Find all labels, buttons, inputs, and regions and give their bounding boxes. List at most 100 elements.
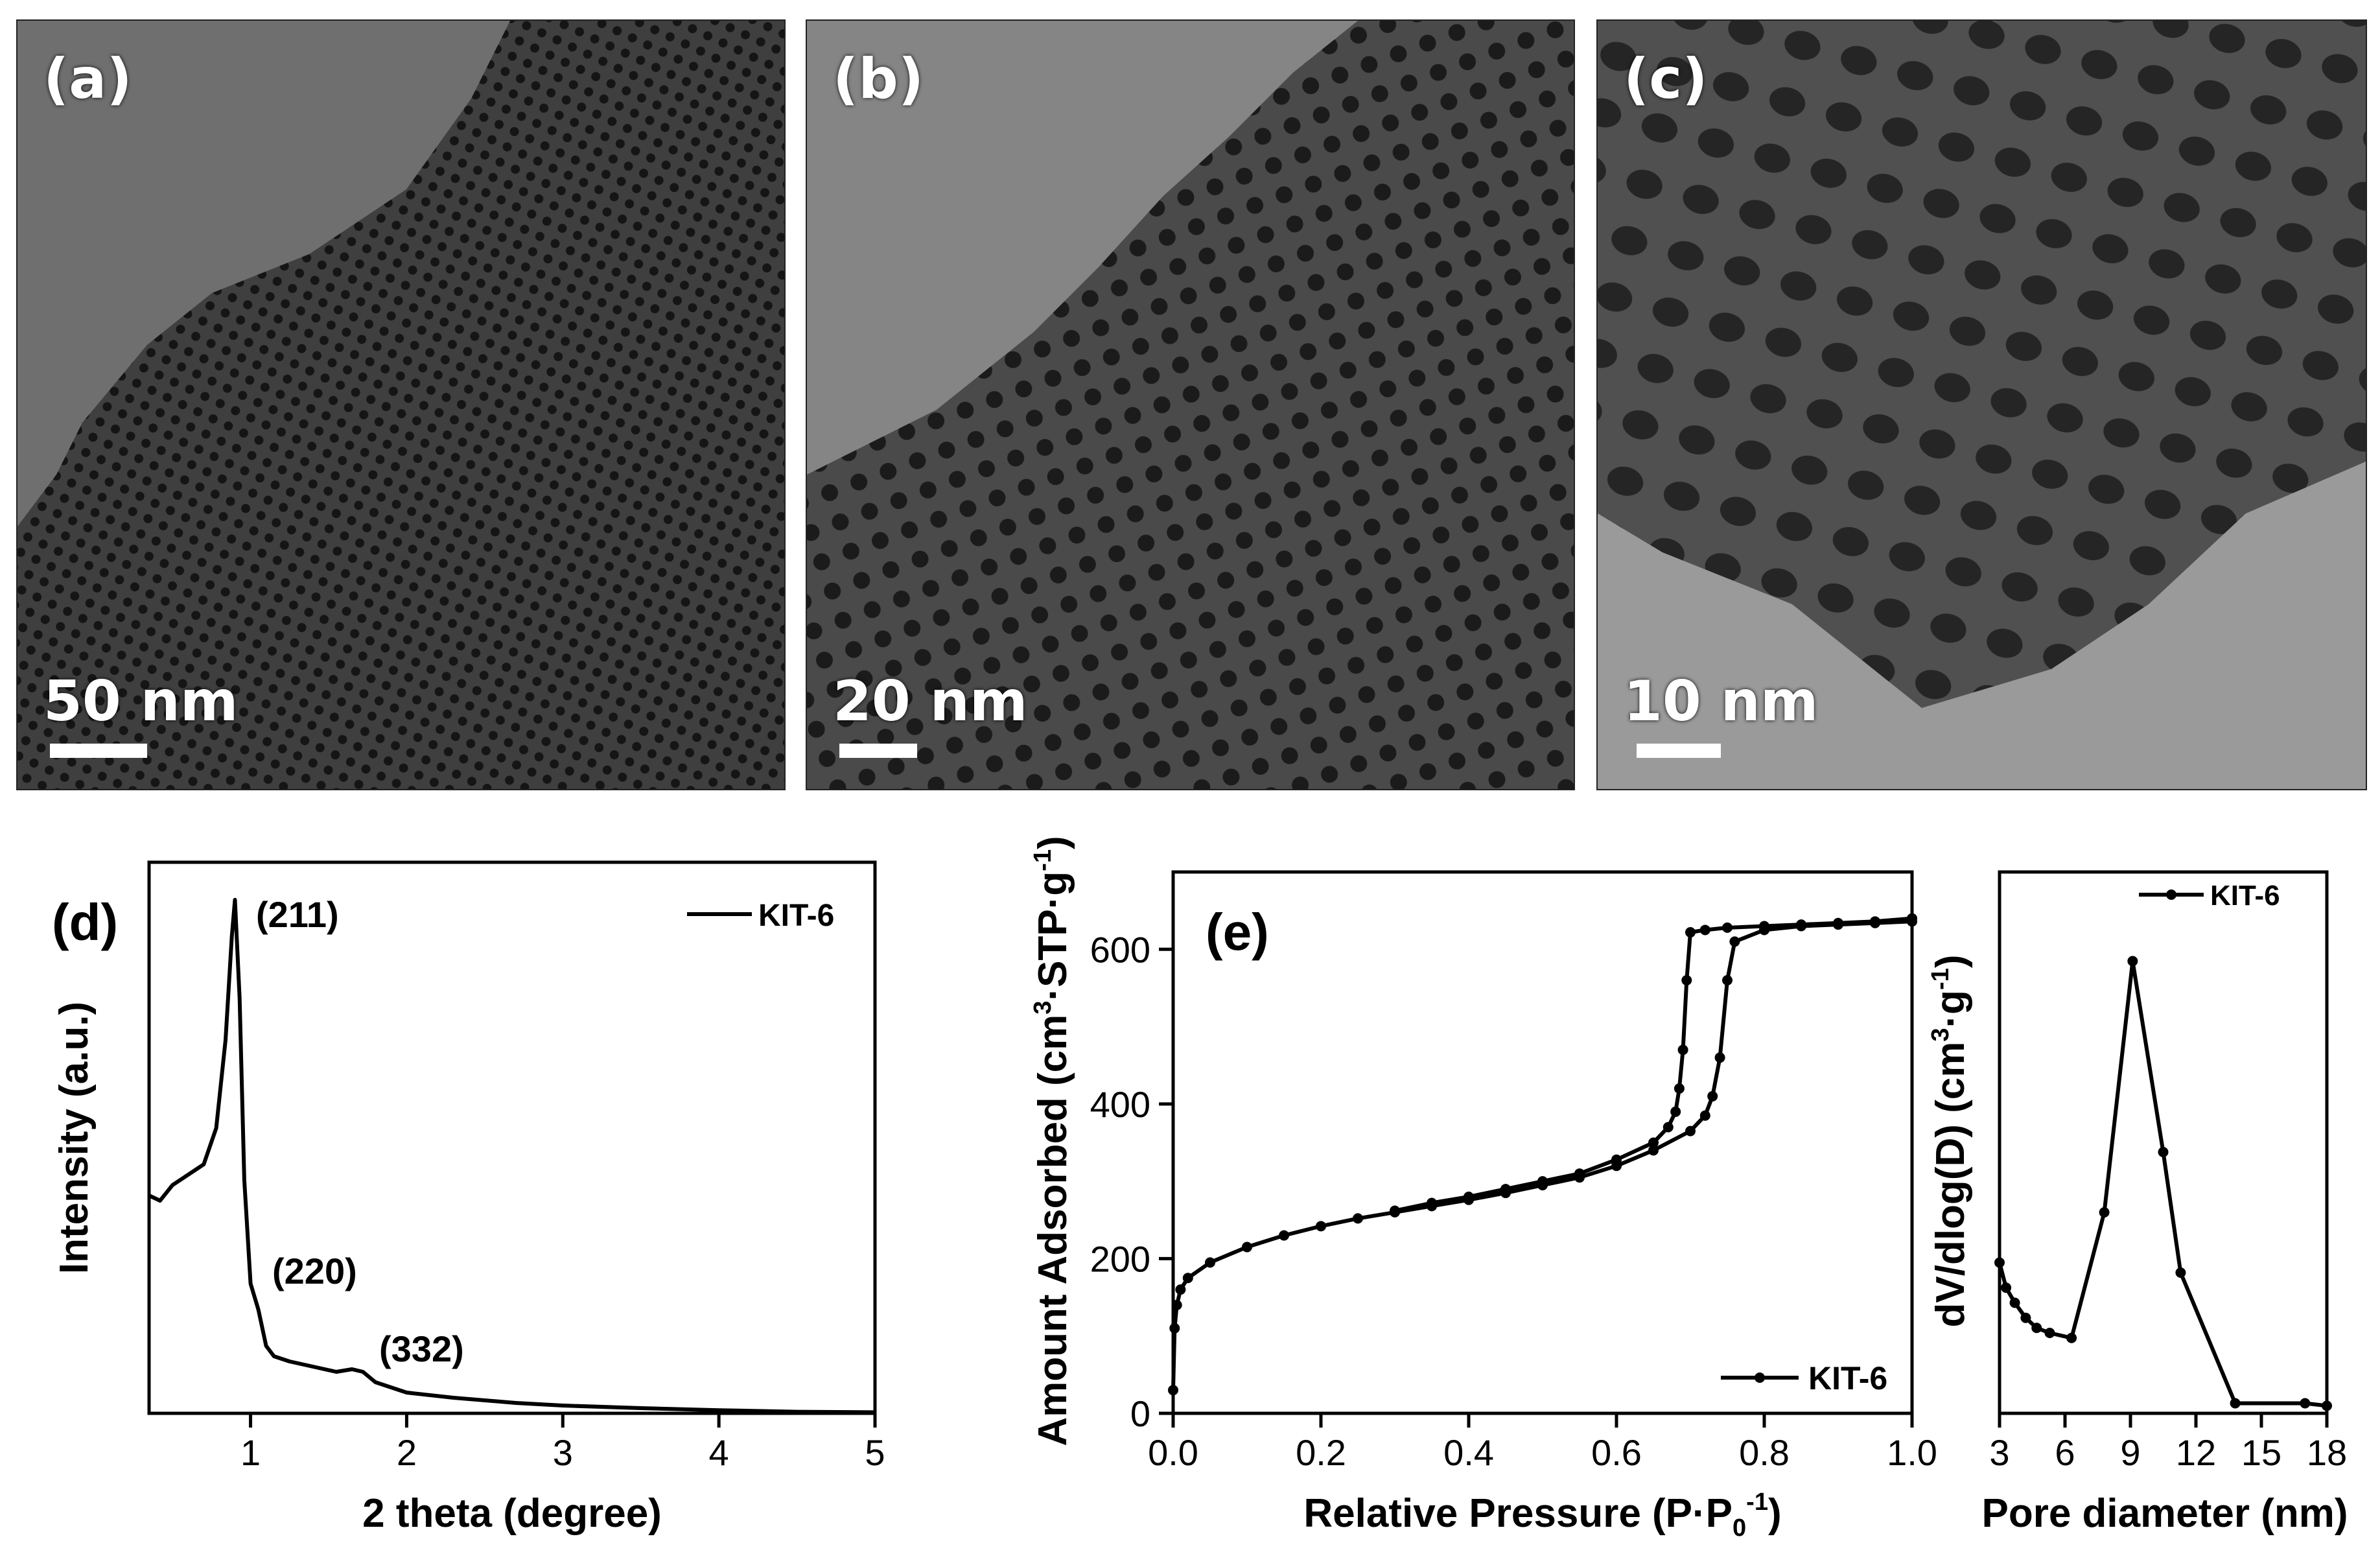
isotherm-point xyxy=(1714,1052,1725,1063)
psd-legend-label: KIT-6 xyxy=(2210,880,2280,912)
panel-label-c: (c) xyxy=(1624,47,1708,112)
panel-label-b: (b) xyxy=(833,47,924,112)
xrd-annotation-332: (332) xyxy=(379,1328,464,1369)
scale-text-b: 20 nm xyxy=(833,669,1028,734)
isotherm-point xyxy=(1677,1044,1688,1055)
isotherm-point xyxy=(1353,1213,1363,1224)
psd-point xyxy=(2175,1267,2186,1278)
psd-point xyxy=(2001,1282,2012,1293)
isotherm-point xyxy=(1662,1122,1674,1133)
xrd-x-axis-label: 2 theta (degree) xyxy=(362,1491,662,1536)
psd-y-axis-label-group: dV/dlog(D) (cm3·g-1) xyxy=(1927,955,1973,1328)
panel-label-e: (e) xyxy=(1206,903,1269,961)
isotherm-y-axis-label: Amount Adsorbed (cm3·STP·g-1) xyxy=(1029,836,1075,1446)
isotherm-point xyxy=(1205,1257,1215,1268)
isotherm-point xyxy=(1390,1205,1400,1216)
psd-point xyxy=(2300,1398,2311,1409)
isotherm-point xyxy=(1168,1385,1178,1396)
psd-xtick-label: 12 xyxy=(2176,1432,2216,1473)
isotherm-point xyxy=(1907,913,1917,924)
psd-xtick-label: 6 xyxy=(2055,1432,2075,1473)
isotherm-point xyxy=(1722,975,1732,985)
psd-point xyxy=(1994,1257,2005,1268)
isotherm-ytick-label: 0 xyxy=(1130,1393,1150,1434)
psd-point xyxy=(2322,1400,2332,1411)
isotherm-xtick-label: 1.0 xyxy=(1887,1432,1937,1473)
isotherm-point xyxy=(1182,1273,1193,1284)
isotherm-point xyxy=(1537,1176,1548,1187)
isotherm-point xyxy=(1685,1125,1696,1136)
scale-text-a: 50 nm xyxy=(43,669,239,734)
isotherm-point xyxy=(1175,1284,1186,1295)
psd-xtick-label: 15 xyxy=(2241,1432,2281,1473)
psd-point xyxy=(2066,1332,2077,1343)
isotherm-point xyxy=(1500,1184,1511,1195)
scale-bar-c xyxy=(1637,744,1721,758)
xrd-annotation-220: (220) xyxy=(272,1251,357,1291)
scale-bar-a xyxy=(50,744,147,758)
psd-point xyxy=(2230,1398,2241,1409)
psd-x-axis-label: Pore diameter (nm) xyxy=(1981,1491,2348,1536)
isotherm-point xyxy=(1574,1168,1585,1179)
xrd-xtick-label: 4 xyxy=(709,1432,729,1473)
isotherm-point xyxy=(1796,919,1806,930)
tem-panel-c: (c) 10 nm xyxy=(1596,19,2367,790)
tem-image-b xyxy=(807,21,1574,789)
xrd-xtick-label: 3 xyxy=(553,1432,573,1473)
tem-panel-b: (b) 20 nm xyxy=(806,19,1575,790)
isotherm-point xyxy=(1685,927,1696,938)
isotherm-point xyxy=(1699,924,1710,936)
psd-point xyxy=(2127,956,2138,967)
psd-y-axis-label: dV/dlog(D) (cm3·g-1) xyxy=(1927,955,1973,1328)
psd-point xyxy=(2009,1297,2020,1308)
isotherm-xtick-label: 0.2 xyxy=(1296,1432,1346,1473)
isotherm-point xyxy=(1648,1137,1659,1148)
psd-legend-marker xyxy=(2166,889,2176,900)
tem-image-c xyxy=(1598,21,2366,789)
isotherm-point xyxy=(1759,921,1769,932)
isotherm-point xyxy=(1316,1221,1326,1232)
isotherm-point xyxy=(1833,917,1843,928)
isotherm-point xyxy=(1674,1083,1685,1094)
psd-point xyxy=(2158,1147,2169,1157)
isotherm-xtick-label: 0.6 xyxy=(1591,1432,1642,1473)
xrd-legend-label: KIT-6 xyxy=(758,899,834,933)
panel-label-a: (a) xyxy=(43,47,132,112)
isotherm-ytick-label: 400 xyxy=(1090,1084,1150,1125)
psd-point xyxy=(2020,1312,2031,1323)
xrd-xtick-label: 2 xyxy=(397,1432,417,1473)
xrd-annotation-211: (211) xyxy=(256,894,339,935)
isotherm-point xyxy=(1681,975,1692,985)
psd-point xyxy=(2031,1323,2042,1334)
isotherm-adsorption-line xyxy=(1171,919,1913,1391)
xrd-xtick-label: 1 xyxy=(240,1432,261,1473)
isotherm-point xyxy=(1707,1090,1718,1101)
psd-point xyxy=(2044,1328,2055,1338)
isotherm-point xyxy=(1171,1300,1182,1310)
isotherm-point xyxy=(1279,1230,1289,1241)
isotherm-ytick-label: 600 xyxy=(1090,929,1150,970)
psd-xtick-label: 18 xyxy=(2307,1432,2347,1473)
psd-xtick-label: 9 xyxy=(2120,1432,2140,1473)
xrd-line-kit-6 xyxy=(148,898,876,1415)
isotherm-ytick-label: 200 xyxy=(1090,1238,1150,1279)
isotherm-point xyxy=(1648,1145,1659,1156)
psd-point xyxy=(2099,1207,2110,1218)
isotherm-frame xyxy=(1171,870,1914,1415)
isotherm-y-axis-label-group: Amount Adsorbed (cm3·STP·g-1) xyxy=(1029,836,1075,1446)
isotherm-x-axis-label: Relative Pressure (P·P0-1) xyxy=(1303,1489,1781,1542)
xrd-frame xyxy=(147,860,877,1415)
psd-xtick-label: 3 xyxy=(1989,1432,2009,1473)
xrd-y-axis-label: Intensity (a.u.) xyxy=(52,1002,97,1274)
isotherm-point xyxy=(1670,1106,1681,1117)
isotherm-xtick-label: 0.4 xyxy=(1443,1432,1494,1473)
isotherm-desorption-line xyxy=(1394,916,1913,1213)
psd-line-kit-6 xyxy=(1998,959,2328,1408)
isotherm-point xyxy=(1427,1197,1437,1208)
xrd-xtick-label: 5 xyxy=(865,1432,885,1473)
isotherm-point xyxy=(1870,916,1880,927)
tem-panel-a: (a) 50 nm xyxy=(16,19,786,790)
isotherm-xtick-label: 0.8 xyxy=(1739,1432,1790,1473)
isotherm-point xyxy=(1611,1154,1622,1165)
